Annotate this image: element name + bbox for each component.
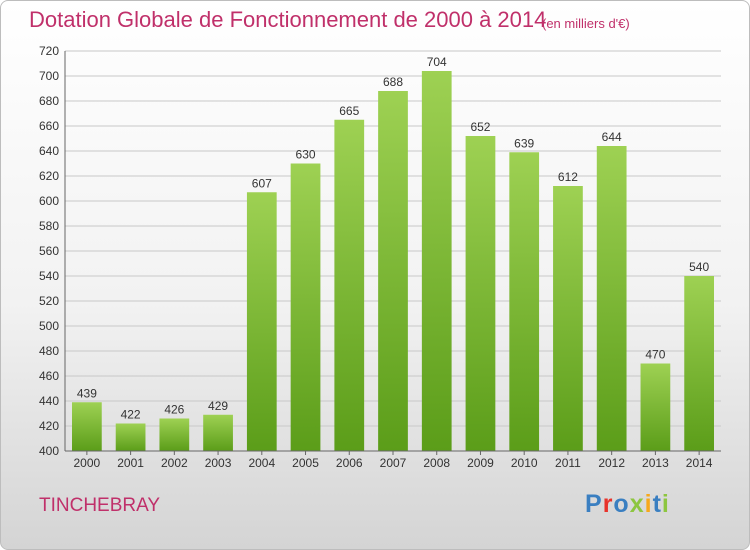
bar <box>465 136 496 451</box>
x-tick-label: 2002 <box>161 456 188 470</box>
y-tick-label: 720 <box>39 44 59 58</box>
x-tick-label: 2006 <box>336 456 363 470</box>
y-tick-label: 520 <box>39 294 59 308</box>
data-label: 429 <box>208 399 228 413</box>
data-label: 612 <box>558 170 578 184</box>
y-tick-label: 560 <box>39 244 59 258</box>
y-tick-label: 400 <box>39 444 59 458</box>
y-tick-label: 540 <box>39 269 59 283</box>
bar <box>509 152 540 451</box>
data-label: 652 <box>470 120 490 134</box>
data-label: 607 <box>252 176 272 190</box>
bar <box>421 71 452 451</box>
data-label: 470 <box>645 348 665 362</box>
x-tick-label: 2004 <box>248 456 275 470</box>
x-tick-label: 2011 <box>555 456 581 470</box>
x-tick-label: 2008 <box>423 456 450 470</box>
bar <box>596 146 627 451</box>
y-tick-label: 640 <box>39 144 59 158</box>
data-label: 439 <box>77 386 97 400</box>
data-label: 644 <box>602 130 622 144</box>
bar <box>378 91 408 451</box>
data-label: 665 <box>339 104 359 118</box>
bar <box>684 276 715 451</box>
logo-letter: i <box>644 490 653 518</box>
y-tick-label: 580 <box>39 219 59 233</box>
y-tick-label: 420 <box>39 419 59 433</box>
y-tick-label: 700 <box>39 69 59 83</box>
bar <box>334 119 365 451</box>
proxiti-logo[interactable]: Proxiti <box>585 490 670 519</box>
x-tick-label: 2014 <box>686 456 713 470</box>
bar <box>203 414 233 451</box>
bar <box>159 418 190 451</box>
logo-letter: P <box>585 490 603 518</box>
y-tick-label: 480 <box>39 344 59 358</box>
x-tick-label: 2013 <box>642 456 669 470</box>
bar <box>290 163 321 451</box>
bar <box>71 402 102 451</box>
logo-letter: o <box>613 490 630 518</box>
y-tick-label: 500 <box>39 319 59 333</box>
data-label: 422 <box>121 408 141 422</box>
x-tick-label: 2009 <box>467 456 494 470</box>
data-label: 639 <box>514 136 534 150</box>
y-tick-label: 600 <box>39 194 59 208</box>
data-label: 630 <box>296 148 316 162</box>
bar <box>115 423 146 451</box>
y-tick-label: 680 <box>39 94 59 108</box>
x-tick-label: 2003 <box>205 456 232 470</box>
x-tick-label: 2010 <box>511 456 538 470</box>
x-tick-label: 2007 <box>380 456 407 470</box>
x-tick-label: 2001 <box>117 456 144 470</box>
y-tick-label: 460 <box>39 369 59 383</box>
unit-label: (en milliers d'€) <box>542 16 630 31</box>
x-tick-label: 2000 <box>74 456 101 470</box>
x-tick-label: 2012 <box>598 456 625 470</box>
data-label: 704 <box>427 55 447 69</box>
y-tick-label: 440 <box>39 394 59 408</box>
labels: 400 420 440 460 480 500 520 540 560 580 600 620 640 6… <box>39 44 713 470</box>
y-tick-label: 620 <box>39 169 59 183</box>
data-label: 688 <box>383 75 403 89</box>
logo-letter: t <box>652 490 662 518</box>
x-tick-label: 2005 <box>292 456 319 470</box>
chart-title: Dotation Globale de Fonctionnement de 20… <box>29 7 547 32</box>
y-tick-label: 660 <box>39 119 59 133</box>
commune-name: TINCHEBRAY <box>39 495 161 516</box>
axes <box>64 51 721 455</box>
bars <box>71 71 715 451</box>
logo-letter: r <box>602 490 614 518</box>
bar <box>553 186 583 451</box>
logo-letter: i <box>661 490 670 518</box>
data-label: 426 <box>164 403 184 417</box>
bar <box>246 192 277 451</box>
data-label: 540 <box>689 260 709 274</box>
bar <box>640 363 671 451</box>
logo-letter: x <box>629 490 645 518</box>
